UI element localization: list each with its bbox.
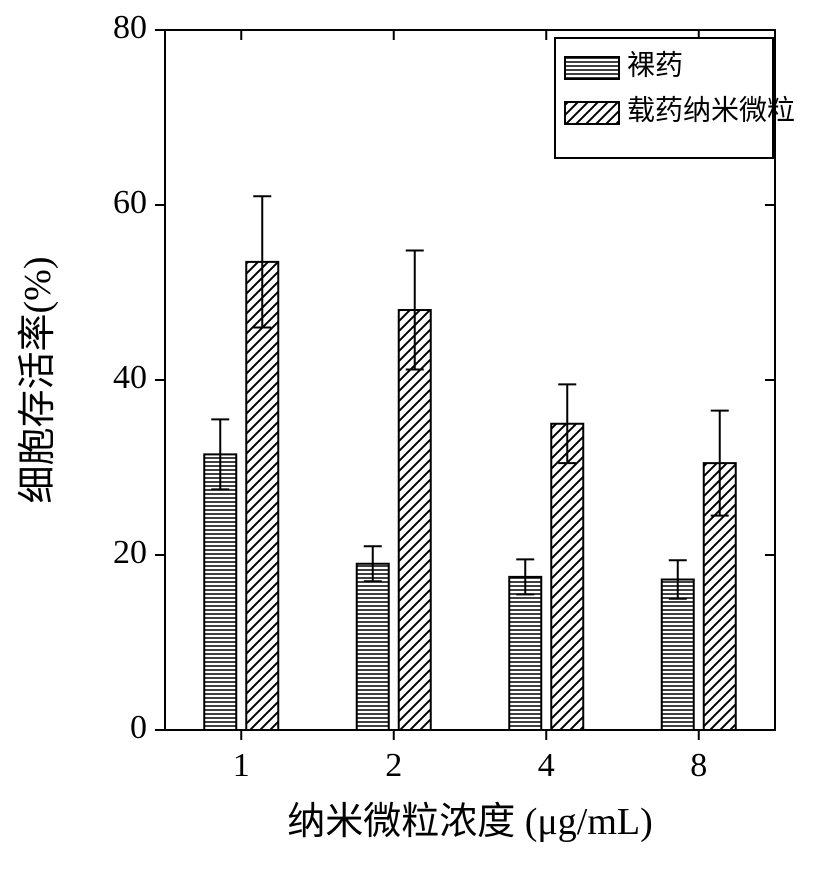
x-axis-label: 纳米微粒浓度 (μg/mL) <box>287 801 653 843</box>
y-tick-label: 20 <box>113 534 147 571</box>
x-tick-label: 8 <box>690 747 707 784</box>
y-tick-label: 60 <box>113 184 147 221</box>
x-tick-label: 1 <box>233 747 250 784</box>
x-tick-label: 2 <box>385 747 402 784</box>
bar <box>662 580 694 731</box>
y-tick-label: 40 <box>113 359 147 396</box>
y-tick-label: 0 <box>130 709 147 746</box>
x-tick-label: 4 <box>538 747 555 784</box>
legend-patch <box>565 102 619 124</box>
bar <box>204 454 236 730</box>
bar <box>246 262 278 730</box>
bar <box>357 564 389 730</box>
bar-chart-svg: 0 20 40 60 80 细胞存活率(%) 1 2 4 8 纳米微粒浓度 (μg/mL) 裸药载药纳… <box>0 0 835 884</box>
y-axis-label: 细胞存活率(%) <box>17 257 59 504</box>
bar <box>509 577 541 730</box>
legend-patch <box>565 57 619 79</box>
legend-label: 载药纳米微粒 <box>627 94 795 126</box>
bar <box>399 310 431 730</box>
chart-container: 0 20 40 60 80 细胞存活率(%) 1 2 4 8 纳米微粒浓度 (μg/mL) 裸药载药纳… <box>0 0 835 884</box>
y-tick-label: 80 <box>113 9 147 46</box>
bar <box>551 424 583 730</box>
legend-label: 裸药 <box>627 49 683 81</box>
